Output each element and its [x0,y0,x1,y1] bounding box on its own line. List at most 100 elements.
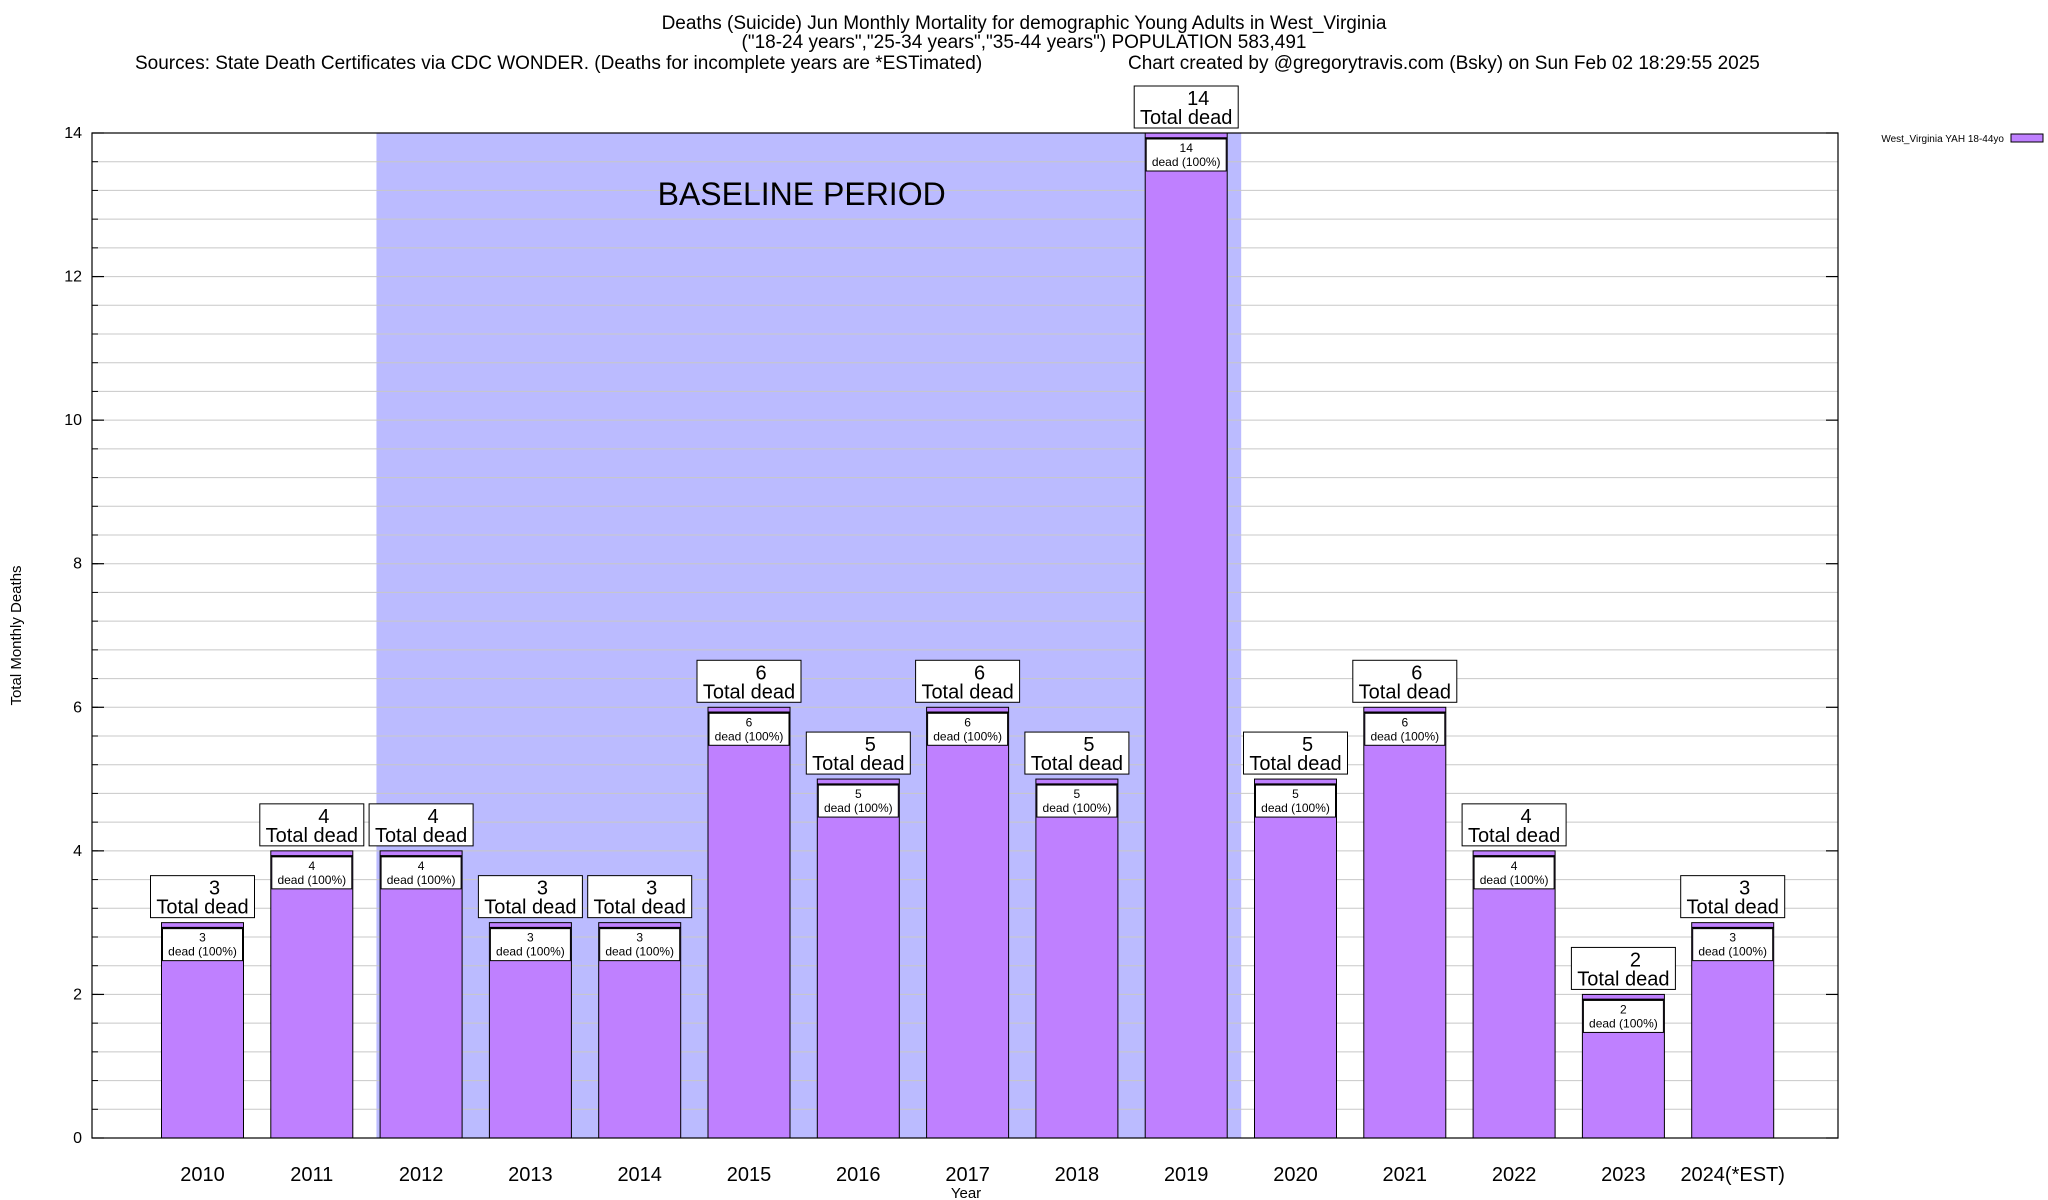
inner-label-count: 5 [855,787,862,801]
inner-label-box [1582,999,1664,1033]
inner-label-text: dead (100%) [1698,945,1767,959]
x-tick-label: 2020 [1273,1164,1318,1186]
total-label-value: 14 [1187,88,1209,110]
total-label-value: 3 [537,878,548,900]
plot-frame [91,132,1839,1139]
total-label-text: Total dead [812,753,904,775]
total-label-value: 3 [646,878,657,900]
total-label-text: Total dead [156,897,248,919]
x-tick-label: 2018 [1055,1164,1100,1186]
inner-label-box [1692,928,1774,962]
inner-label-count: 6 [746,715,753,729]
inner-label-box [1364,712,1446,746]
inner-label-count: 3 [1729,931,1736,945]
inner-label-box [599,928,681,962]
inner-label-count: 2 [1620,1002,1627,1016]
x-tick-label: 2021 [1383,1164,1428,1186]
inner-label-text: dead (100%) [824,801,893,815]
legend-swatch [2010,133,2044,143]
total-label-value: 5 [1302,734,1313,756]
total-label-value: 6 [755,662,766,684]
inner-label-box [817,784,899,818]
total-label-box [477,875,583,919]
total-label-value: 5 [1083,734,1094,756]
total-label-box [1461,803,1567,847]
bar [926,706,1010,1139]
bar [816,778,900,1139]
total-label-text: Total dead [594,897,686,919]
x-tick-label: 2016 [836,1164,881,1186]
bar [707,706,791,1139]
total-label-text: Total dead [703,681,795,703]
total-label-value: 6 [1411,662,1422,684]
total-label-box [150,875,255,919]
x-tick-label: 2022 [1492,1164,1537,1186]
total-label-value: 4 [318,806,329,828]
inner-label-text: dead (100%) [1261,801,1330,815]
bar [1144,132,1228,1139]
baseline-label: BASELINE PERIOD [658,176,946,212]
inner-label-box [380,856,462,890]
chart-sources: Sources: State Death Certificates via CD… [135,53,983,74]
x-axis-label: Year [951,1185,981,1200]
x-tick-label: 2011 [290,1164,333,1186]
x-tick-label: 2010 [180,1164,225,1186]
inner-label-text: dead (100%) [1043,801,1112,815]
inner-label-text: dead (100%) [168,945,237,959]
x-tick-label: 2015 [727,1164,772,1186]
total-label-box [259,803,365,847]
total-label-value: 5 [865,734,876,756]
total-label-value: 3 [209,878,220,900]
inner-label-text: dead (100%) [605,945,674,959]
inner-label-count: 4 [418,859,425,873]
inner-label-box [708,712,790,746]
x-tick-label: 2014 [617,1164,662,1186]
y-tick-label: 12 [64,269,82,286]
inner-label-text: dead (100%) [387,873,456,887]
y-tick-label: 14 [64,125,82,142]
inner-label-box [1145,138,1227,172]
total-label-text: Total dead [1577,968,1669,990]
total-label-text: Total dead [1468,825,1560,847]
inner-label-text: dead (100%) [1589,1016,1658,1030]
chart-title: Deaths (Suicide) Jun Monthly Mortality f… [661,13,1387,34]
inner-label-count: 3 [527,931,534,945]
total-label-box [915,659,1021,703]
inner-label-count: 3 [199,931,206,945]
inner-label-box [927,712,1009,746]
y-tick-label: 0 [73,1130,82,1147]
total-label-text: Total dead [266,825,358,847]
inner-label-box [271,856,353,890]
bar [379,850,463,1139]
inner-label-box [1473,856,1555,890]
inner-label-box [1036,784,1118,818]
inner-label-text: dead (100%) [1370,729,1439,743]
total-label-value: 2 [1630,949,1641,971]
x-tick-label: 2019 [1164,1164,1209,1186]
inner-label-text: dead (100%) [277,873,346,887]
total-label-text: Total dead [1687,897,1779,919]
inner-label-text: dead (100%) [1480,873,1549,887]
total-label-box [805,731,911,775]
total-label-value: 6 [974,662,985,684]
inner-label-count: 5 [1292,787,1299,801]
inner-label-count: 3 [636,931,643,945]
total-label-text: Total dead [375,825,467,847]
total-label-box [1133,85,1239,129]
inner-label-count: 4 [308,859,315,873]
inner-label-box [489,928,571,962]
inner-label-count: 4 [1511,859,1518,873]
total-label-value: 4 [428,806,439,828]
x-tick-label: 2024(*EST) [1680,1164,1785,1186]
y-tick-label: 2 [73,986,82,1003]
total-label-box [1024,731,1130,775]
x-tick-label: 2013 [508,1164,553,1186]
x-tick-label: 2017 [945,1164,990,1186]
inner-label-text: dead (100%) [496,945,565,959]
y-tick-label: 4 [73,843,82,860]
total-label-box [696,659,802,703]
inner-label-count: 6 [1401,715,1408,729]
total-label-box [1243,731,1348,775]
y-tick-label: 6 [73,699,82,716]
